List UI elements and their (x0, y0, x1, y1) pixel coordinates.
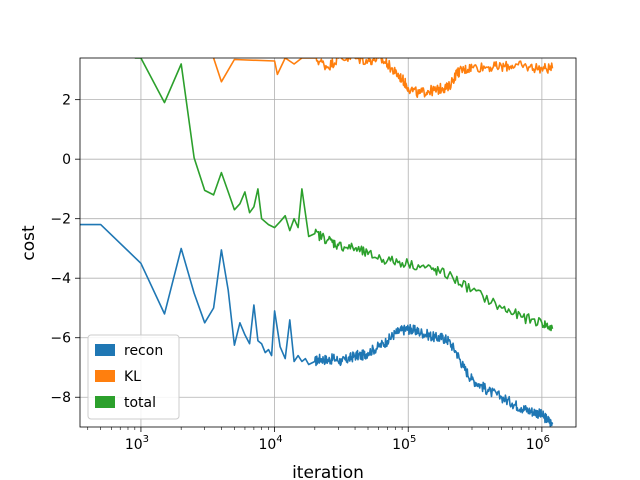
y-tick-label: −8 (50, 390, 71, 406)
series-lines (80, 58, 554, 427)
legend: recon KL total (87, 334, 180, 420)
legend-label-recon: recon (124, 343, 163, 359)
legend-swatch-KL (95, 370, 115, 382)
y-tick-label: −4 (50, 271, 71, 287)
plot-frame (79, 57, 577, 428)
y-tick-label: −2 (50, 212, 71, 228)
x-tick-label: 106 (526, 434, 550, 453)
series-line-KL (212, 58, 554, 98)
x-tick-label: 104 (258, 434, 282, 453)
x-axis-label: iteration (292, 463, 364, 480)
x-tick-label: 105 (392, 434, 416, 453)
y-axis-label: cost (19, 225, 39, 261)
legend-label-KL: KL (124, 369, 141, 385)
x-tick-label: 103 (125, 434, 149, 453)
series-line-recon (80, 223, 554, 427)
y-tick-label: 0 (62, 152, 71, 168)
legend-label-total: total (124, 395, 156, 411)
y-tick-label: 2 (62, 93, 71, 109)
legend-swatch-recon (95, 344, 115, 356)
series-line-total (134, 58, 554, 332)
axis-ticks: 103 104 105 106 2 0 −2 −4 −6 −8 (50, 93, 550, 453)
y-tick-label: −6 (50, 331, 71, 347)
legend-swatch-total (95, 396, 115, 408)
